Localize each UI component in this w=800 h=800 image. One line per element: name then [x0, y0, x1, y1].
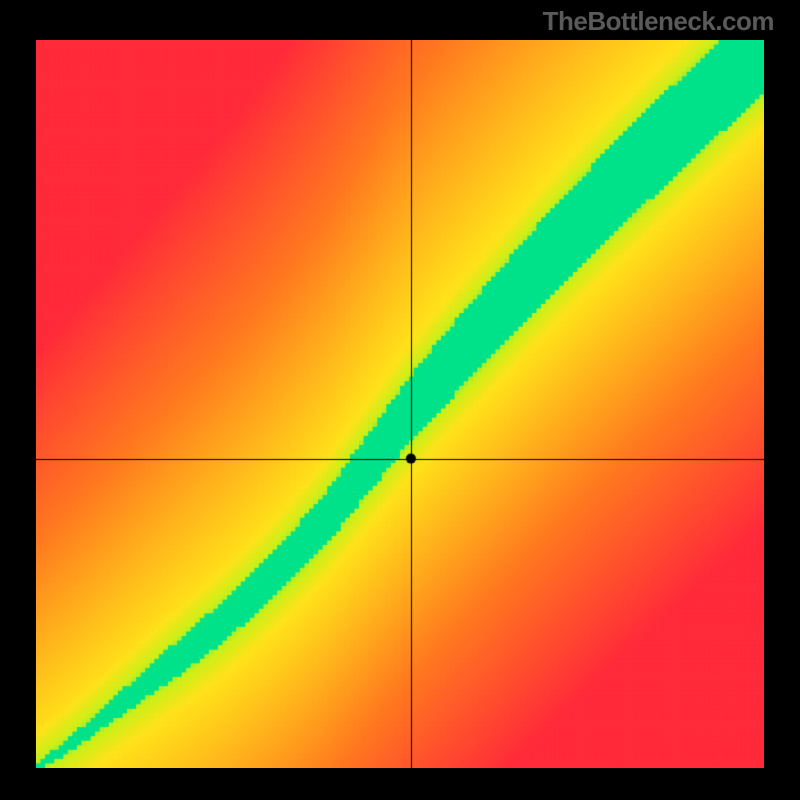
bottleneck-heatmap: [36, 40, 764, 768]
chart-container: TheBottleneck.com: [0, 0, 800, 800]
watermark-text: TheBottleneck.com: [543, 6, 774, 37]
